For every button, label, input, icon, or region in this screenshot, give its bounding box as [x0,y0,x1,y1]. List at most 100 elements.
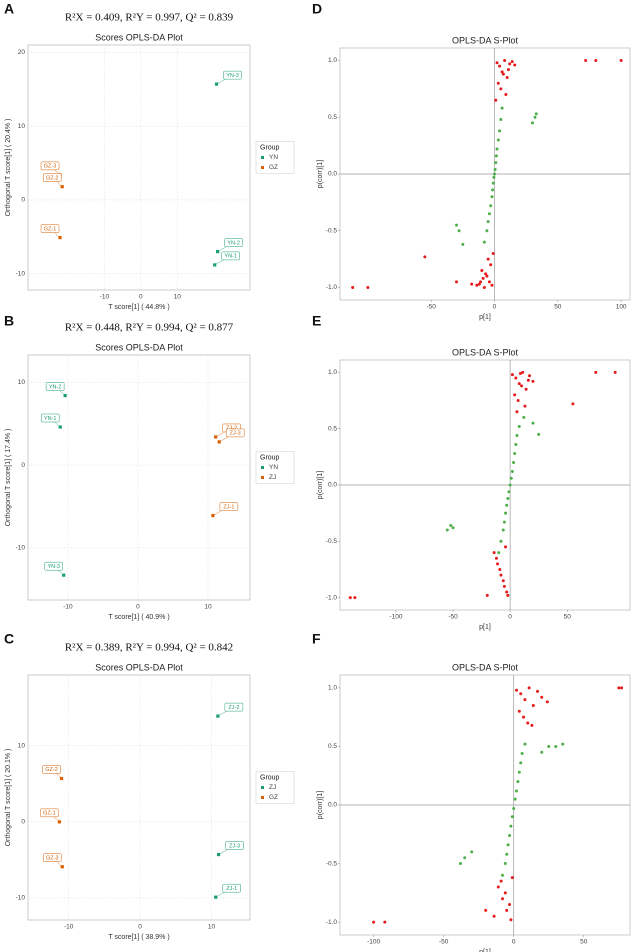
point [528,374,532,378]
point [505,852,509,856]
point [496,81,500,85]
point [527,686,531,690]
y-tick-label: 0.5 [328,425,337,432]
point [502,584,506,588]
x-tick-label: 10 [174,294,182,301]
point [451,526,455,530]
point [461,242,465,246]
point [487,212,491,216]
point [506,843,510,847]
legend-title: Group [260,454,280,461]
point-label: ZJ-1 [223,504,234,510]
x-axis-label: p[1] [479,624,491,631]
panel-letter: F [312,631,321,647]
point [366,286,370,290]
point [504,511,508,515]
point [517,382,521,386]
legend-swatch [261,476,264,479]
x-tick-label: -10 [63,604,73,611]
point [457,229,461,233]
point [617,686,621,690]
x-tick-label: 0 [508,614,512,621]
point [498,64,502,68]
point [348,596,352,600]
x-axis-label: p[1] [479,314,491,321]
label-box [43,853,62,862]
y-axis-label: p(corr)[1] [317,160,324,188]
point [503,58,507,62]
point [501,72,505,76]
point [515,688,519,692]
point [613,370,617,374]
y-tick-label: -1.0 [326,594,338,601]
panel-letter: A [4,1,14,17]
point [484,908,488,912]
x-tick-label: -10 [64,924,74,931]
legend-label: ZJ [269,784,276,791]
point [531,703,535,707]
x-tick-label: 0 [139,294,143,301]
point [502,520,506,524]
point [516,399,520,403]
point [372,920,376,924]
point [482,240,486,244]
point [508,903,512,907]
point [505,503,509,507]
label-box [44,561,63,571]
point [492,175,496,179]
y-axis-label: p(corr)[1] [317,791,324,819]
legend-swatch [261,786,264,789]
point [512,807,516,811]
point [508,833,512,837]
point [481,276,485,280]
point [494,98,498,102]
panel-letter: D [312,1,322,17]
point [501,873,505,877]
model-stats: R²X = 0.409, R²Y = 0.997, Q² = 0.839 [65,12,234,24]
point [503,891,507,895]
point [498,129,502,133]
point [512,460,516,464]
point [519,692,523,696]
point [487,280,491,284]
point-label: ZJ-2 [228,705,239,711]
x-tick-label: 50 [564,614,572,621]
point [489,204,493,208]
label-box [219,502,239,511]
point-label: YN-1 [44,416,57,422]
point [486,220,490,224]
point [505,590,509,594]
point [494,556,498,560]
point [506,593,510,597]
point [501,579,505,583]
point [508,62,512,66]
point [491,181,495,185]
point [383,920,387,924]
plot-title: Scores OPLS-DA Plot [95,662,183,672]
point [499,87,503,91]
y-tick-label: 10 [18,742,26,749]
point [485,274,489,278]
y-tick-label: 1.0 [328,685,337,692]
point [495,61,499,65]
legend-label: ZJ [269,474,276,481]
plot-title: Scores OPLS-DA Plot [95,342,183,352]
point [485,229,489,233]
y-tick-label: 0 [21,819,25,826]
point [545,700,549,704]
point-label: YN-2 [49,384,62,390]
point [211,513,215,518]
point [523,404,527,408]
y-axis-label: Orthogonal T score[1] ( 20.1% ) [5,749,12,847]
point [619,58,623,62]
plot-title: OPLS-DA S-Plot [452,662,519,672]
point [486,257,490,261]
point [510,876,514,880]
label-box [42,765,61,774]
point [499,539,503,543]
y-tick-label: 0 [21,197,25,204]
point [531,379,535,383]
panel-letter: E [312,313,321,329]
point [475,283,479,287]
panel-letter: C [4,631,14,647]
